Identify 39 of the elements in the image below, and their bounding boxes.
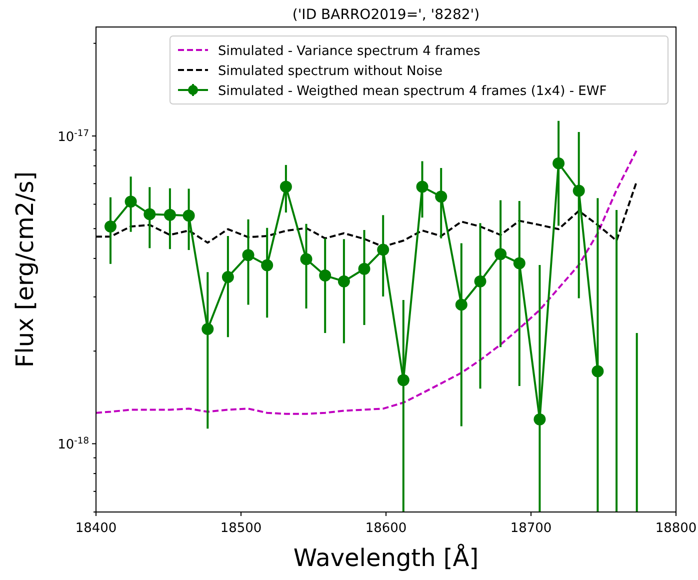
y-axis-title: Flux [erg/cm2/s] (11, 171, 39, 368)
point (435, 190, 448, 203)
point (144, 208, 156, 220)
point (377, 244, 390, 256)
point (242, 249, 254, 262)
point (358, 262, 370, 275)
legend-label: Simulated - Weigthed mean spectrum 4 frames (1x4) - EWF (218, 84, 607, 99)
point (455, 298, 468, 311)
point (104, 220, 116, 232)
point (338, 275, 350, 288)
point (572, 184, 585, 197)
point (397, 374, 410, 386)
point (534, 413, 546, 426)
point (182, 210, 195, 222)
x-tick-label: 18600 (365, 521, 407, 536)
point (261, 259, 274, 272)
x-tick-label: 18800 (655, 521, 697, 536)
point (202, 322, 214, 335)
legend-label: Simulated - Variance spectrum 4 frames (218, 44, 481, 59)
y-tick-label: 10$^{-18}$ (58, 436, 90, 453)
x-tick-label: 18500 (220, 521, 262, 536)
point (124, 196, 137, 208)
point (474, 275, 486, 288)
point (552, 157, 565, 170)
point (319, 270, 332, 282)
x-tick-label: 18400 (75, 521, 117, 536)
x-axis-title: Wavelength [Å] (293, 543, 479, 572)
chart-title: ('ID BARRO2019=', '8282') (292, 7, 480, 23)
legend-label: Simulated spectrum without Noise (218, 64, 443, 79)
point (416, 180, 428, 193)
point (222, 271, 234, 284)
point (280, 180, 292, 193)
point (513, 257, 526, 270)
y-tick-label: 10$^{-17}$ (58, 128, 90, 145)
point (592, 365, 604, 378)
point (164, 208, 176, 221)
point (300, 253, 312, 266)
x-tick-label: 18700 (510, 521, 552, 536)
point (494, 248, 507, 260)
